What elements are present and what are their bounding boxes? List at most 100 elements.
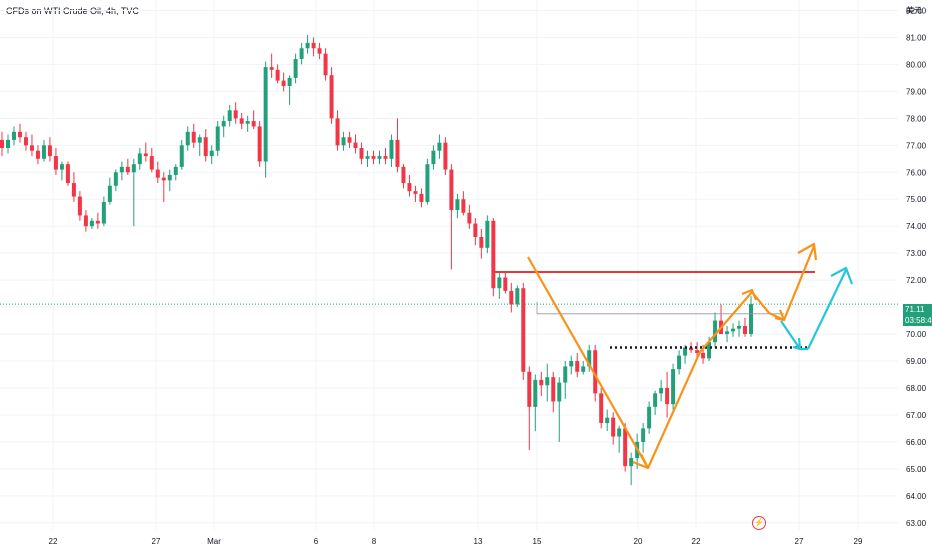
cyan-down-line [780,320,808,351]
candle-body [359,148,364,159]
candle-body [467,212,472,224]
candle-body [17,131,22,138]
candle-body [653,393,658,407]
candle-body [257,126,262,162]
candle-body [245,121,250,124]
bar-countdown: 03:58:4 [905,316,932,325]
candle-body [203,137,208,157]
candle-body [725,331,730,335]
last-price-value: 71.11 [905,305,925,314]
candle-body [515,288,520,305]
y-tick-label: 75.00 [906,195,927,204]
candle-body [395,139,400,167]
candle-body [485,220,490,248]
candle-body [623,428,628,467]
x-tick-label: 6 [314,537,319,546]
candle-body [113,172,118,186]
candle-body [737,325,742,329]
y-tick-label: 72.00 [906,276,927,285]
candle-body [389,139,394,159]
x-tick-label: 13 [474,537,483,546]
candle-body [59,164,64,170]
y-tick-label: 79.00 [906,87,927,96]
candle-body [215,126,220,151]
candle-body [95,220,100,224]
candle-body [575,361,580,372]
candle-body [383,156,388,159]
x-tick-label: 22 [49,537,58,546]
candle-body [461,199,466,213]
candle-body [419,193,424,202]
candle-body [317,48,322,54]
candle-body [557,382,562,402]
y-tick-label: 78.00 [906,114,927,123]
orange-arrowhead-dip [774,309,786,322]
candle-body [311,42,316,49]
candle-body [89,220,94,227]
candle-body [143,153,148,157]
grid-lines [0,0,898,530]
x-tick-label: 8 [372,537,377,546]
candle-body [371,156,376,159]
last-price-tag: 71.11 03:58:4 [903,304,932,326]
candle-body [131,164,136,173]
y-tick-label: 73.00 [906,249,927,258]
candle-body [233,110,238,119]
y-tick-label: 67.00 [906,411,927,420]
axes: 82.00 81.00 80.00 79.00 78.00 77.00 76.00 75.00… [49,7,927,547]
y-tick-label: 64.00 [906,492,927,501]
candle-body [323,53,328,76]
cyan-up-line [807,269,847,350]
candle-body [65,164,70,184]
candle-body [503,277,508,291]
candle-body [11,131,16,140]
y-tick-label: 68.00 [906,384,927,393]
candle-body [695,350,700,353]
candle-body [545,377,550,386]
candle-body [287,77,292,86]
candle-body [407,183,412,192]
y-tick-label: 80.00 [906,60,927,69]
candle-body [23,137,28,146]
candle-body [365,156,370,159]
candle-body [713,320,718,343]
x-tick-label: 15 [533,537,542,546]
y-tick-label: 70.00 [906,330,927,339]
candle-body [605,417,610,424]
candle-body [401,166,406,184]
candle-body [377,156,382,159]
x-tick-label: 27 [152,537,161,546]
candle-body [107,185,112,202]
candle-body [221,121,226,127]
candle-body [551,377,556,402]
candle-body [563,366,568,383]
candles [0,34,753,486]
candle-body [179,145,184,167]
candle-body [443,142,448,170]
candle-body [449,169,454,211]
candle-body [263,67,268,162]
candle-body [677,355,682,370]
candle-body [83,215,88,227]
candle-body [167,174,172,181]
candle-body [611,417,616,437]
candle-body [587,350,592,367]
flash-icon[interactable]: ⚡ [752,516,766,530]
x-tick-label: 27 [795,537,804,546]
candle-body [5,139,10,149]
candle-body [71,183,76,197]
candle-body [335,118,340,146]
candle-body [455,199,460,211]
candle-body [665,387,670,405]
y-tick-label: 76.00 [906,168,927,177]
candle-body [275,69,280,81]
candle-body [347,137,352,143]
candle-body [191,131,196,143]
candle-body [155,169,160,178]
candle-body [137,153,142,165]
candle-body [647,406,652,429]
candle-body [47,145,52,157]
cyan-arrowhead-bottom [792,337,802,351]
candle-body [749,304,753,335]
